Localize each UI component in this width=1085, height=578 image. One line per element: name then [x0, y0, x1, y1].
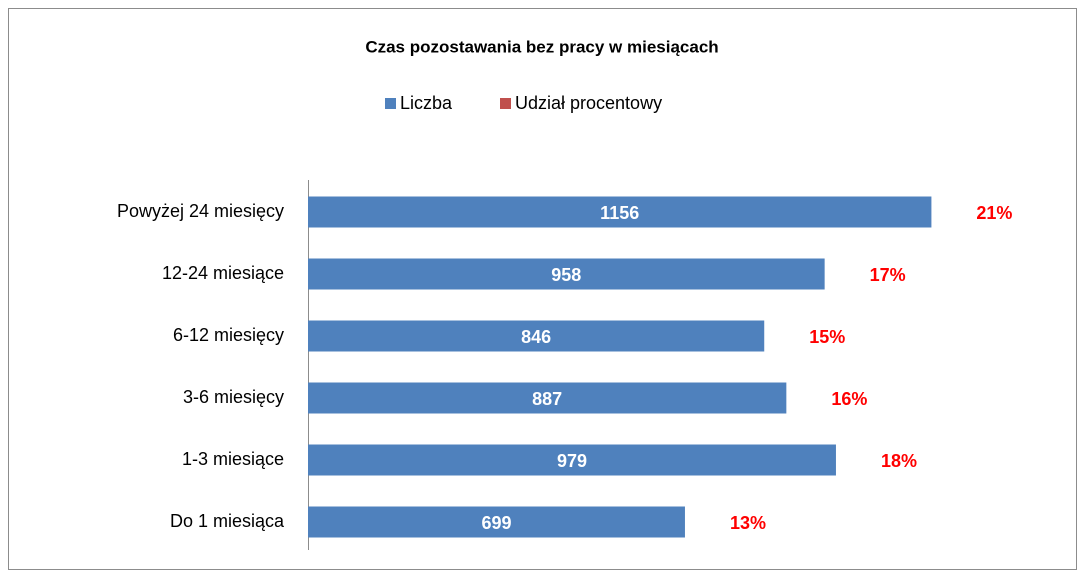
chart-title: Czas pozostawania bez pracy w miesiącach	[365, 37, 718, 56]
bar-value-label: 846	[521, 327, 551, 347]
category-label: 6-12 miesięcy	[173, 325, 284, 345]
percent-label: 15%	[809, 327, 845, 347]
category-label: 12-24 miesiące	[162, 263, 284, 283]
legend-swatch	[385, 98, 396, 109]
legend-label: Udział procentowy	[515, 93, 662, 113]
category-label: Do 1 miesiąca	[170, 511, 285, 531]
category-label: 1-3 miesiące	[182, 449, 284, 469]
bar	[308, 258, 825, 290]
percent-label: 17%	[870, 265, 906, 285]
bar-value-label: 699	[481, 513, 511, 533]
bar	[308, 506, 685, 538]
bar	[308, 382, 787, 414]
bar-value-label: 1156	[600, 203, 639, 223]
percent-label: 18%	[881, 451, 917, 471]
category-label: 3-6 miesięcy	[183, 387, 284, 407]
percent-label: 13%	[730, 513, 766, 533]
legend-label: Liczba	[400, 93, 453, 113]
category-label: Powyżej 24 miesięcy	[117, 201, 284, 221]
percent-label: 21%	[976, 203, 1012, 223]
bar-value-label: 979	[557, 451, 587, 471]
percent-label: 16%	[831, 389, 867, 409]
bar	[308, 444, 836, 476]
bar-value-label: 958	[551, 265, 581, 285]
bar	[308, 196, 932, 228]
legend-swatch	[500, 98, 511, 109]
bar-value-label: 887	[532, 389, 562, 409]
bar	[308, 320, 765, 352]
